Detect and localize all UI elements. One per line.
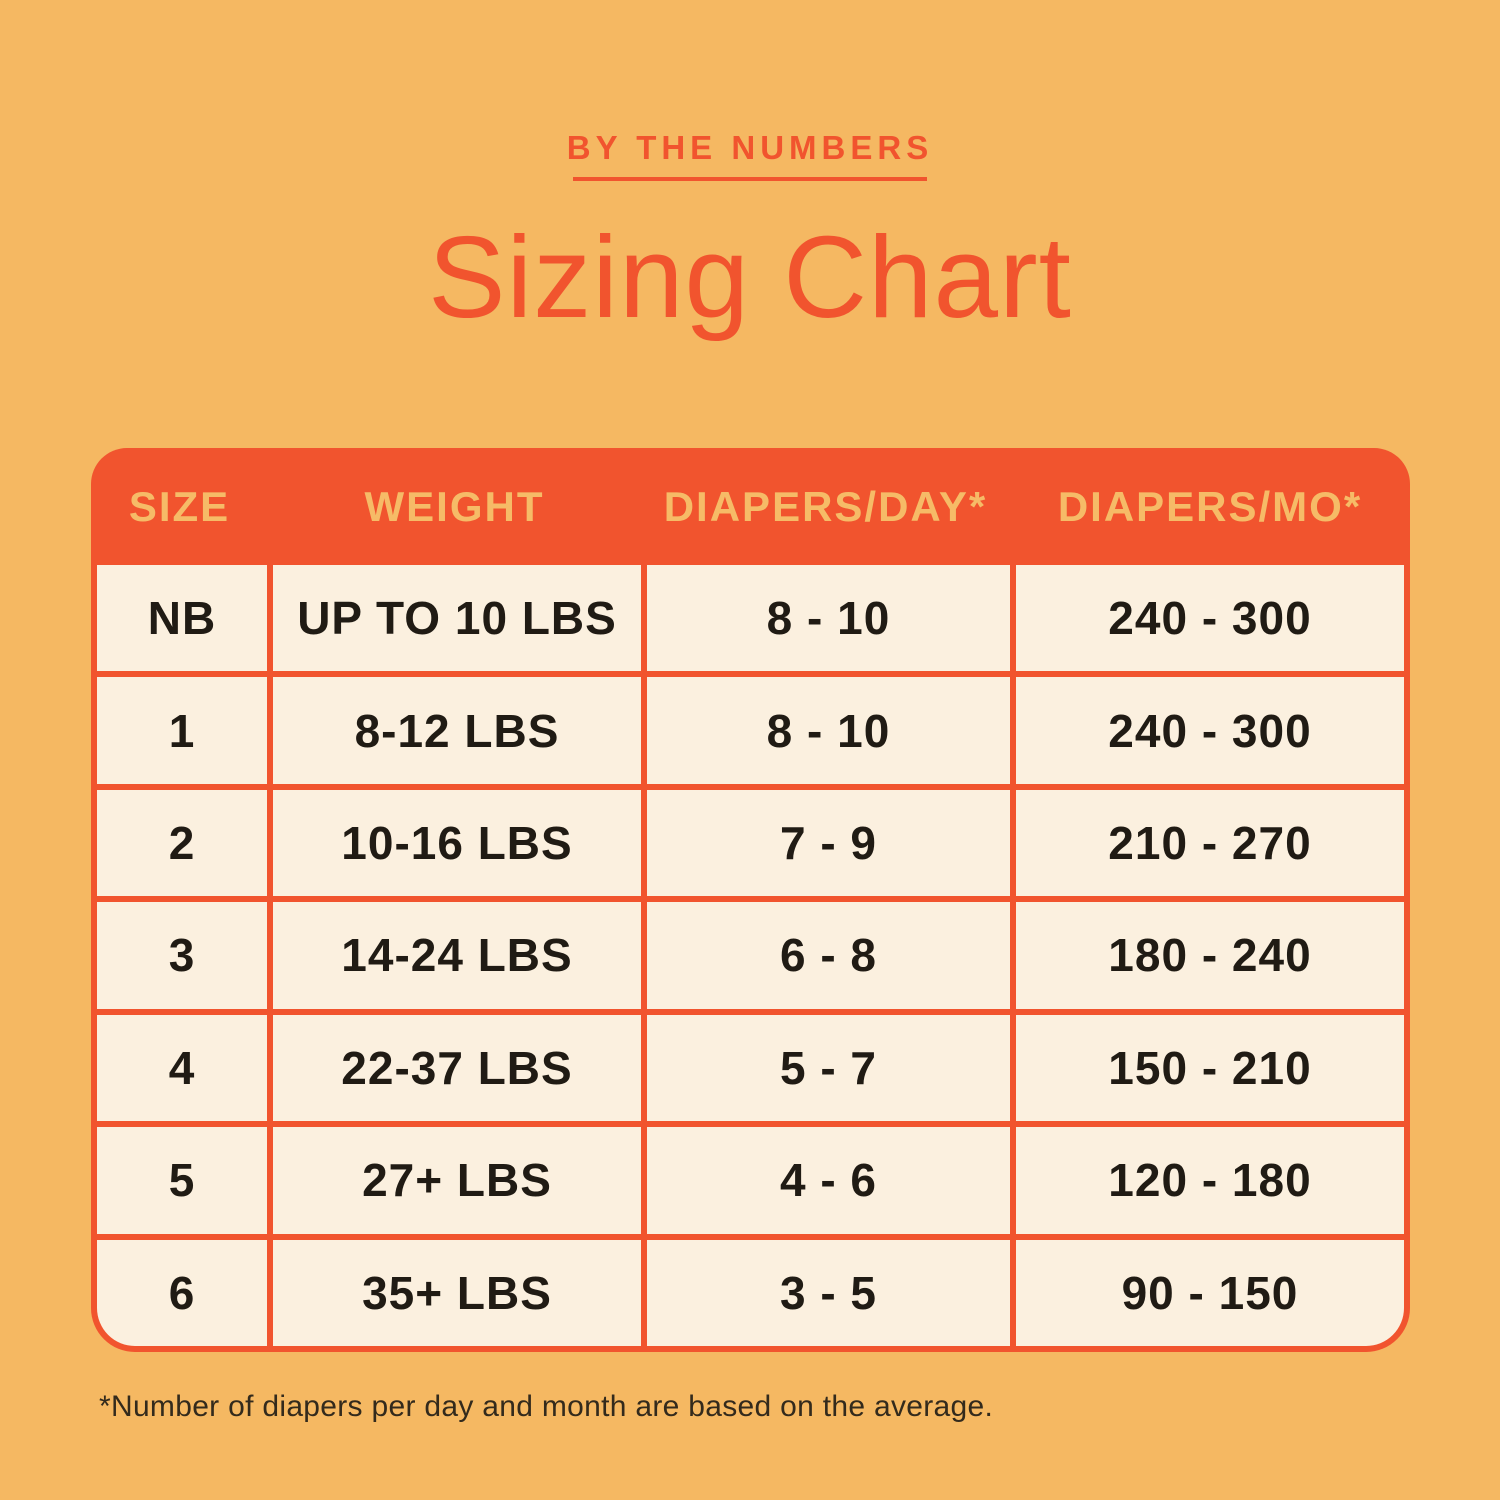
table-cell: 8 - 10 <box>647 565 1010 672</box>
table-cell: 14-24 LBS <box>273 902 641 1009</box>
table-cell: 3 - 5 <box>647 1239 1010 1346</box>
table-cell: 240 - 300 <box>1016 677 1404 784</box>
table-cell: 180 - 240 <box>1016 902 1404 1009</box>
table-cell: 5 <box>97 1127 267 1234</box>
table-cell: UP TO 10 LBS <box>273 565 641 672</box>
table-cell: 1 <box>97 677 267 784</box>
table-header-row: SIZE WEIGHT DIAPERS/DAY* DIAPERS/MO* <box>91 448 1410 565</box>
table-cell: 3 <box>97 902 267 1009</box>
column-header-diapers-mo: DIAPERS/MO* <box>1057 482 1363 530</box>
table-body: NB UP TO 10 LBS 8 - 10 240 - 300 1 8-12 … <box>91 565 1410 1352</box>
table-cell: 90 - 150 <box>1016 1239 1404 1346</box>
sizing-table: SIZE WEIGHT DIAPERS/DAY* DIAPERS/MO* NB … <box>91 448 1410 1352</box>
table-cell: NB <box>97 565 267 672</box>
footnote: *Number of diapers per day and month are… <box>99 1390 994 1423</box>
page-title: Sizing Chart <box>428 212 1072 342</box>
table-cell: 240 - 300 <box>1016 565 1404 672</box>
table-cell: 2 <box>97 789 267 897</box>
column-header-weight: WEIGHT <box>364 482 545 530</box>
table-cell: 120 - 180 <box>1016 1127 1404 1234</box>
eyebrow-label: BY THE NUMBERS <box>566 129 934 166</box>
table-cell: 210 - 270 <box>1016 789 1404 897</box>
table-cell: 10-16 LBS <box>273 789 641 897</box>
table-cell: 7 - 9 <box>647 789 1010 897</box>
table-cell: 150 - 210 <box>1016 1014 1404 1122</box>
table-cell: 5 - 7 <box>647 1014 1010 1122</box>
table-cell: 22-37 LBS <box>273 1014 641 1122</box>
column-header-diapers-day: DIAPERS/DAY* <box>663 482 988 530</box>
table-cell: 4 <box>97 1014 267 1122</box>
table-cell: 8 - 10 <box>647 677 1010 784</box>
eyebrow-underline <box>573 177 927 181</box>
table-cell: 6 <box>97 1239 267 1346</box>
table-cell: 4 - 6 <box>647 1127 1010 1234</box>
table-cell: 35+ LBS <box>273 1239 641 1346</box>
column-header-size: SIZE <box>128 482 231 530</box>
table-cell: 6 - 8 <box>647 902 1010 1009</box>
table-cell: 27+ LBS <box>273 1127 641 1234</box>
table-cell: 8-12 LBS <box>273 677 641 784</box>
